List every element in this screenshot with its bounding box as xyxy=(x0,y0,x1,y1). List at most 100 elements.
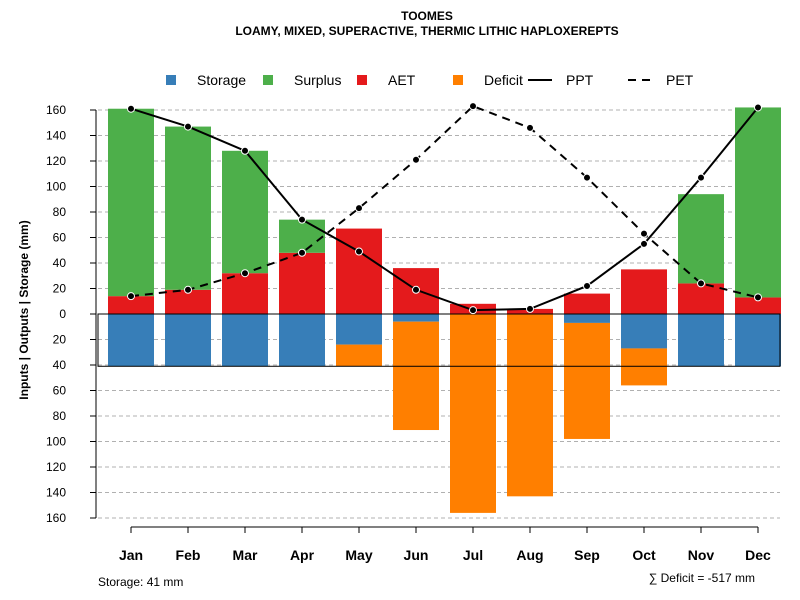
storage-bar xyxy=(393,314,439,322)
chart-subtitle: LOAMY, MIXED, SUPERACTIVE, THERMIC LITHI… xyxy=(235,24,618,38)
ppt-point xyxy=(697,173,705,182)
chart-title: TOOMES xyxy=(401,9,453,23)
aet-bar xyxy=(165,289,211,314)
pet-point xyxy=(526,123,534,132)
deficit-note: ∑ Deficit = -517 mm xyxy=(649,571,755,585)
x-tick-label: Aug xyxy=(516,547,543,563)
legend-label-aet: AET xyxy=(388,72,416,88)
y-tick-label: 20 xyxy=(53,282,67,296)
x-tick-label: Mar xyxy=(233,547,258,563)
aet-bar xyxy=(564,293,610,314)
pet-line xyxy=(130,105,759,299)
y-axis-label: Inputs | Outputs | Storage (mm) xyxy=(17,220,31,399)
aet-bar xyxy=(678,283,724,314)
ppt-point xyxy=(526,304,534,313)
ppt-point xyxy=(412,285,420,294)
axes: 160 140 120 100 80 60 40 20 0 20 40 60 80 100 120 140 16… xyxy=(46,103,771,563)
storage-bar xyxy=(222,314,268,367)
y-tick-label: 60 xyxy=(53,231,67,245)
pet-point xyxy=(184,285,192,294)
y-tick-label: 40 xyxy=(53,256,67,270)
deficit-bar xyxy=(336,344,382,367)
pet-point xyxy=(412,155,420,164)
legend-swatch-storage xyxy=(166,75,176,85)
pet-point xyxy=(355,204,363,213)
ppt-point xyxy=(127,104,135,113)
ppt-line xyxy=(130,106,759,312)
y-tick-label: 160 xyxy=(46,511,66,525)
x-tick-label: May xyxy=(345,547,372,563)
x-tick-label: Oct xyxy=(632,547,656,563)
storage-bar xyxy=(678,314,724,367)
pet-point xyxy=(640,229,648,238)
deficit-bar xyxy=(564,322,610,439)
deficit-bar xyxy=(621,348,667,386)
pet-point xyxy=(469,102,477,111)
x-tick-label: Feb xyxy=(176,547,201,563)
legend-swatch-surplus xyxy=(263,75,273,85)
y-tick-label: 80 xyxy=(53,205,67,219)
deficit-bar xyxy=(507,314,553,497)
x-tick-label: Nov xyxy=(688,547,715,563)
y-tick-label: 100 xyxy=(46,435,66,449)
y-tick-label: 120 xyxy=(46,154,66,168)
x-tick-label: Jun xyxy=(404,547,429,563)
pet-point xyxy=(583,173,591,182)
deficit-bar xyxy=(450,314,496,513)
x-tick-label: Dec xyxy=(745,547,771,563)
storage-bar xyxy=(735,314,781,367)
legend-label-pet: PET xyxy=(666,72,694,88)
aet-bar xyxy=(279,252,325,314)
storage-bar xyxy=(165,314,211,367)
surplus-bar xyxy=(165,126,211,290)
y-tick-label: 0 xyxy=(59,307,66,321)
x-tick-label: Apr xyxy=(290,547,315,563)
storage-bar xyxy=(279,314,325,367)
surplus-bar xyxy=(735,107,781,298)
legend-label-storage: Storage xyxy=(197,72,246,88)
pet-point xyxy=(127,292,135,301)
ppt-point xyxy=(241,146,249,155)
storage-note: Storage: 41 mm xyxy=(98,575,183,589)
storage-capacity-box xyxy=(97,313,781,367)
aet-bar xyxy=(621,269,667,314)
x-tick-label: Jul xyxy=(463,547,483,563)
storage-bar xyxy=(621,314,667,349)
legend-label-ppt: PPT xyxy=(566,72,594,88)
surplus-bar xyxy=(279,219,325,253)
y-tick-label: 80 xyxy=(53,409,67,423)
pet-point xyxy=(697,279,705,288)
legend-swatch-deficit xyxy=(453,75,463,85)
ppt-point xyxy=(583,281,591,290)
storage-bar xyxy=(108,314,154,367)
y-tick-label: 100 xyxy=(46,180,66,194)
ppt-point xyxy=(640,239,648,248)
legend-label-deficit: Deficit xyxy=(484,72,523,88)
gridlines xyxy=(98,109,780,519)
aet-bar xyxy=(222,273,268,314)
surplus-bar xyxy=(678,194,724,284)
pet-point xyxy=(241,269,249,278)
deficit-bar xyxy=(393,321,439,431)
pet-point xyxy=(754,293,762,302)
surplus-bar xyxy=(108,108,154,297)
y-tick-label: 40 xyxy=(53,358,67,372)
y-tick-label: 120 xyxy=(46,460,66,474)
bars xyxy=(97,107,781,513)
legend-label-surplus: Surplus xyxy=(294,72,341,88)
series-lines xyxy=(127,102,762,315)
legend-swatch-aet xyxy=(357,75,367,85)
pet-point xyxy=(298,248,306,257)
y-tick-label: 140 xyxy=(46,129,66,143)
aet-bar xyxy=(735,297,781,314)
y-tick-label: 60 xyxy=(53,384,67,398)
y-tick-label: 20 xyxy=(53,333,67,347)
storage-bar xyxy=(564,314,610,323)
y-tick-label: 140 xyxy=(46,486,66,500)
ppt-point xyxy=(298,215,306,224)
x-tick-label: Sep xyxy=(574,547,600,563)
legend: Storage Surplus AET Deficit PPT PET xyxy=(166,72,694,88)
ppt-point xyxy=(184,122,192,131)
storage-bar xyxy=(336,314,382,345)
